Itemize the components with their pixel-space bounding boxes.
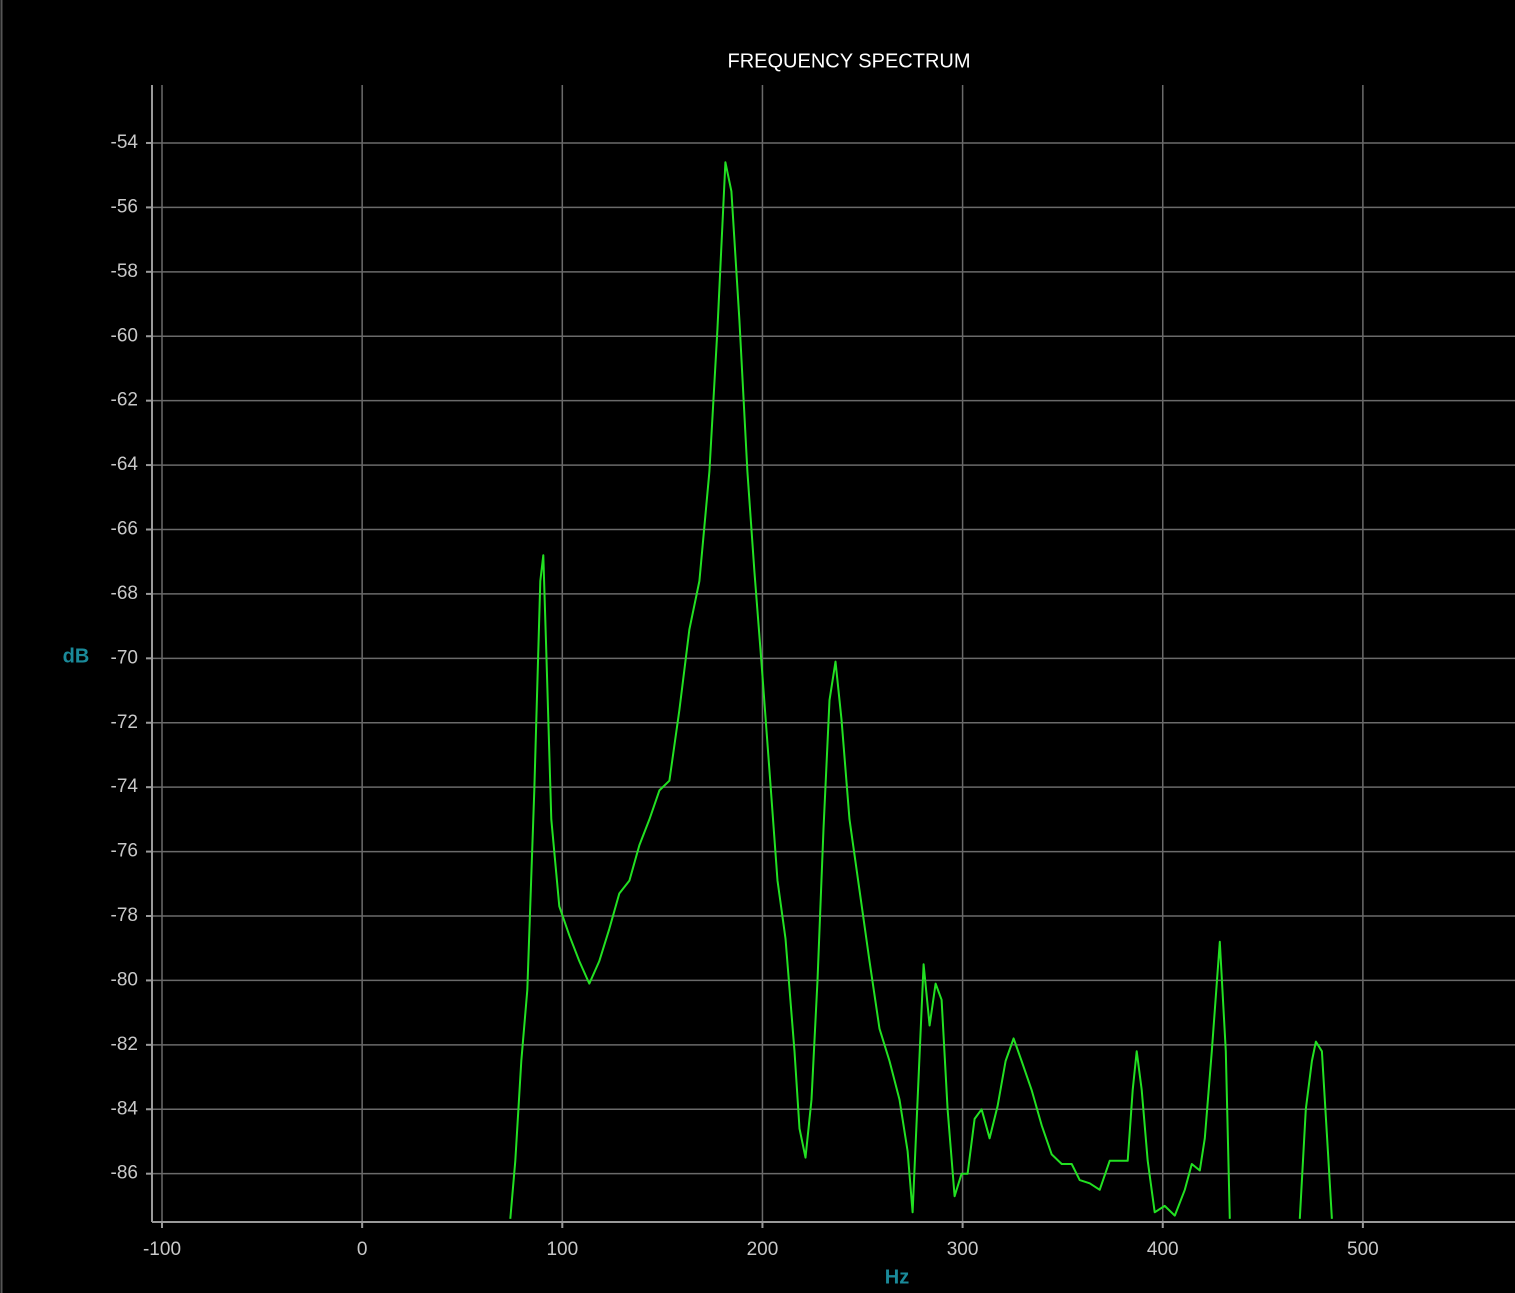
y-tick-label: -86 bbox=[111, 1163, 138, 1184]
y-tick-label: -60 bbox=[111, 325, 138, 346]
y-axis-title: dB bbox=[63, 645, 90, 667]
y-tick-label: -78 bbox=[111, 905, 138, 926]
x-tick-label: 200 bbox=[747, 1239, 779, 1260]
grid bbox=[152, 85, 1515, 1222]
x-tick-label: 300 bbox=[947, 1239, 979, 1260]
y-tick-label: -54 bbox=[111, 132, 139, 153]
x-tick-label: 100 bbox=[546, 1239, 578, 1260]
y-tick-label: -62 bbox=[111, 390, 138, 411]
y-tick-label: -56 bbox=[111, 196, 138, 217]
spectrum-line bbox=[509, 161, 1333, 1219]
y-tick-label: -84 bbox=[111, 1098, 139, 1119]
y-tick-label: -72 bbox=[111, 712, 138, 733]
x-axis-title: Hz bbox=[885, 1266, 909, 1288]
y-tick-label: -64 bbox=[111, 454, 139, 475]
y-tick-label: -82 bbox=[111, 1034, 138, 1055]
chart-title: FREQUENCY SPECTRUM bbox=[728, 50, 971, 72]
y-tick-label: -66 bbox=[111, 519, 138, 540]
plot-area bbox=[509, 161, 1333, 1219]
y-tick-label: -70 bbox=[111, 647, 138, 668]
y-tick-label: -74 bbox=[111, 776, 139, 797]
x-tick-label: 400 bbox=[1147, 1239, 1179, 1260]
x-tick-label: 0 bbox=[357, 1239, 368, 1260]
y-tick-label: -76 bbox=[111, 841, 138, 862]
y-tick-label: -80 bbox=[111, 969, 138, 990]
x-tick-label: -100 bbox=[143, 1239, 181, 1260]
y-tick-label: -68 bbox=[111, 583, 138, 604]
x-tick-label: 500 bbox=[1347, 1239, 1379, 1260]
y-tick-label: -58 bbox=[111, 261, 138, 282]
